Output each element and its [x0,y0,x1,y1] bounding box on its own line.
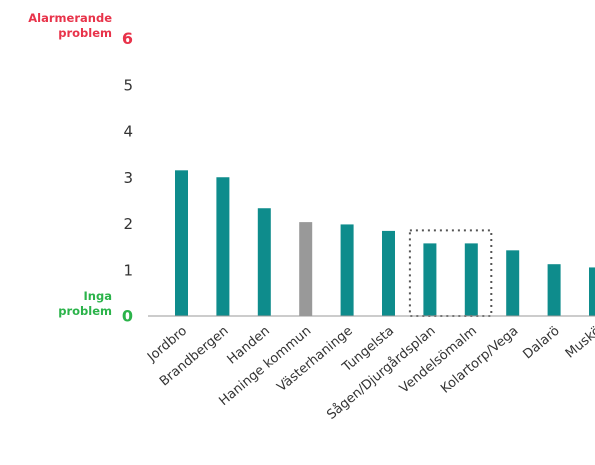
bar-muskö [589,267,595,316]
highlight-box-group [410,230,491,316]
bar-kolartorp-vega [506,250,519,316]
y-tick-label: 6 [122,29,133,48]
highlight-box [410,230,491,316]
y-tick-label: 1 [123,261,133,279]
y-tick-label: 0 [122,307,133,326]
alarming-problem-label: Alarmerande [28,11,112,25]
bar-brandbergen [216,177,229,316]
y-tick-label: 2 [123,215,133,233]
x-tick-label: Dalarö [520,324,562,363]
no-problem-label: problem [58,304,112,318]
alarming-problem-label: problem [58,26,112,40]
bar-sågen-djurgårdsplan [423,243,436,316]
bar-dalarö [548,264,561,316]
bar-tungelsta [382,231,395,316]
y-axis: 0 1 2 3 4 5 6 [122,29,133,326]
bar-handen [258,208,271,316]
y-tick-label: 5 [123,76,133,94]
no-problem-label: Inga [84,289,112,303]
y-tick-label: 4 [123,123,133,141]
x-tick-label: Muskö [563,324,595,362]
y-tick-label: 3 [123,169,133,187]
bar-jordbro [175,170,188,316]
bar-vendelsömalm [465,243,478,316]
x-tick-label: Kolartorp/Vega [438,324,521,397]
bar-haninge-kommun [299,222,312,316]
bar-västerhaninge [341,224,354,316]
bars [175,170,595,316]
